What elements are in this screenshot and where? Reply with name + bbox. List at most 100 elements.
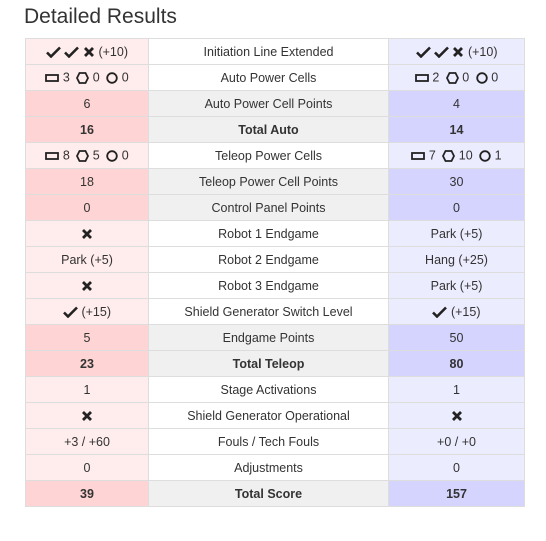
table-row: 0 Adjustments 0 [25,454,525,481]
table-row: 18 Teleop Power Cell Points 30 [25,168,525,195]
table-row: Robot 1 Endgame Park (+5) [25,220,525,247]
row-label: Total Score [148,480,389,507]
table-row: 5 Endgame Points 50 [25,324,525,351]
red-value: (+10) [98,44,128,59]
row-label: Robot 3 Endgame [148,272,389,299]
row-label: Shield Generator Operational [148,402,389,429]
blue-value: (+15) [450,304,481,319]
rectangle-bottom-port-icon [45,73,60,82]
red-cell [25,272,149,299]
red-cell: 18 [25,168,149,195]
red-cell [25,220,149,247]
check-icon [46,46,61,59]
hexagon-outer-port-icon [76,149,90,162]
red-outer-count: 0 [92,70,100,85]
table-row: 8 5 0 Teleop Power Cells 7 10 1 [25,142,525,169]
row-label: Fouls / Tech Fouls [148,428,389,455]
check-icon [64,46,80,59]
red-cell: 6 [25,90,149,117]
table-row: 39 Total Score 157 [25,480,525,507]
row-label: Shield Generator Switch Level [148,298,389,325]
circle-inner-port-icon [106,72,118,84]
cross-icon [81,280,93,292]
blue-inner-count: 1 [494,148,502,163]
row-label: Control Panel Points [148,194,389,221]
blue-outer-count: 0 [462,70,470,85]
row-label: Teleop Power Cell Points [148,168,389,195]
table-row: 1 Stage Activations 1 [25,376,525,403]
red-inner-count: 0 [121,148,129,163]
blue-cell: 7 10 1 [388,142,525,169]
table-row: 6 Auto Power Cell Points 4 [25,90,525,117]
blue-value: (+10) [467,44,498,59]
results-table: (+10) Initiation Line Extended (+10) 3 0… [25,38,525,507]
blue-cell: Hang (+25) [388,246,525,273]
cross-icon [83,46,95,58]
red-cell: 0 [25,194,149,221]
row-label: Robot 2 Endgame [148,246,389,273]
blue-inner-count: 0 [491,70,499,85]
blue-cell: (+15) [388,298,525,325]
red-bottom-count: 8 [62,148,70,163]
red-cell: (+10) [25,38,149,65]
blue-cell: 2 0 0 [388,64,525,91]
blue-bottom-count: 7 [428,148,436,163]
row-label: Stage Activations [148,376,389,403]
check-icon [63,306,78,319]
table-row: 23 Total Teleop 80 [25,350,525,377]
red-cell: Park (+5) [25,246,149,273]
red-cell: 23 [25,350,149,377]
row-label: Initiation Line Extended [148,38,389,65]
red-cell: 1 [25,376,149,403]
blue-cell: 50 [388,324,525,351]
check-icon [415,46,431,59]
circle-inner-port-icon [106,150,118,162]
blue-cell: 14 [388,116,525,143]
red-cell: 8 5 0 [25,142,149,169]
row-label: Endgame Points [148,324,389,351]
blue-cell: 80 [388,350,525,377]
check-icon [434,46,449,59]
rectangle-bottom-port-icon [411,151,426,160]
blue-outer-count: 10 [458,148,473,163]
table-row: (+15) Shield Generator Switch Level (+15… [25,298,525,325]
hexagon-outer-port-icon [445,71,459,84]
hexagon-outer-port-icon [76,71,90,84]
cross-icon [452,46,464,58]
rectangle-bottom-port-icon [414,73,429,82]
blue-cell: Park (+5) [388,220,525,247]
hexagon-outer-port-icon [442,149,456,162]
red-cell: +3 / +60 [25,428,149,455]
red-cell: (+15) [25,298,149,325]
blue-cell: 1 [388,376,525,403]
table-row: Robot 3 Endgame Park (+5) [25,272,525,299]
row-label: Auto Power Cell Points [148,90,389,117]
blue-cell: 0 [388,454,525,481]
red-cell: 0 [25,454,149,481]
table-row: +3 / +60 Fouls / Tech Fouls +0 / +0 [25,428,525,455]
check-icon [432,306,448,319]
rectangle-bottom-port-icon [45,151,60,160]
red-inner-count: 0 [121,70,129,85]
cross-icon [81,228,93,240]
blue-cell: 30 [388,168,525,195]
table-row: 16 Total Auto 14 [25,116,525,143]
blue-cell: 4 [388,90,525,117]
red-cell [25,402,149,429]
table-row: Park (+5) Robot 2 Endgame Hang (+25) [25,246,525,273]
table-row: (+10) Initiation Line Extended (+10) [25,38,525,65]
blue-cell: 0 [388,194,525,221]
blue-cell [388,402,525,429]
blue-cell: (+10) [388,38,525,65]
circle-inner-port-icon [476,72,488,84]
red-outer-count: 5 [92,148,100,163]
row-label: Total Auto [148,116,389,143]
table-row: 0 Control Panel Points 0 [25,194,525,221]
row-label: Robot 1 Endgame [148,220,389,247]
row-label: Adjustments [148,454,389,481]
blue-total-score: 157 [388,480,525,507]
page-title: Detailed Results [24,5,177,28]
cross-icon [81,410,93,422]
red-bottom-count: 3 [62,70,70,85]
red-cell: 3 0 0 [25,64,149,91]
